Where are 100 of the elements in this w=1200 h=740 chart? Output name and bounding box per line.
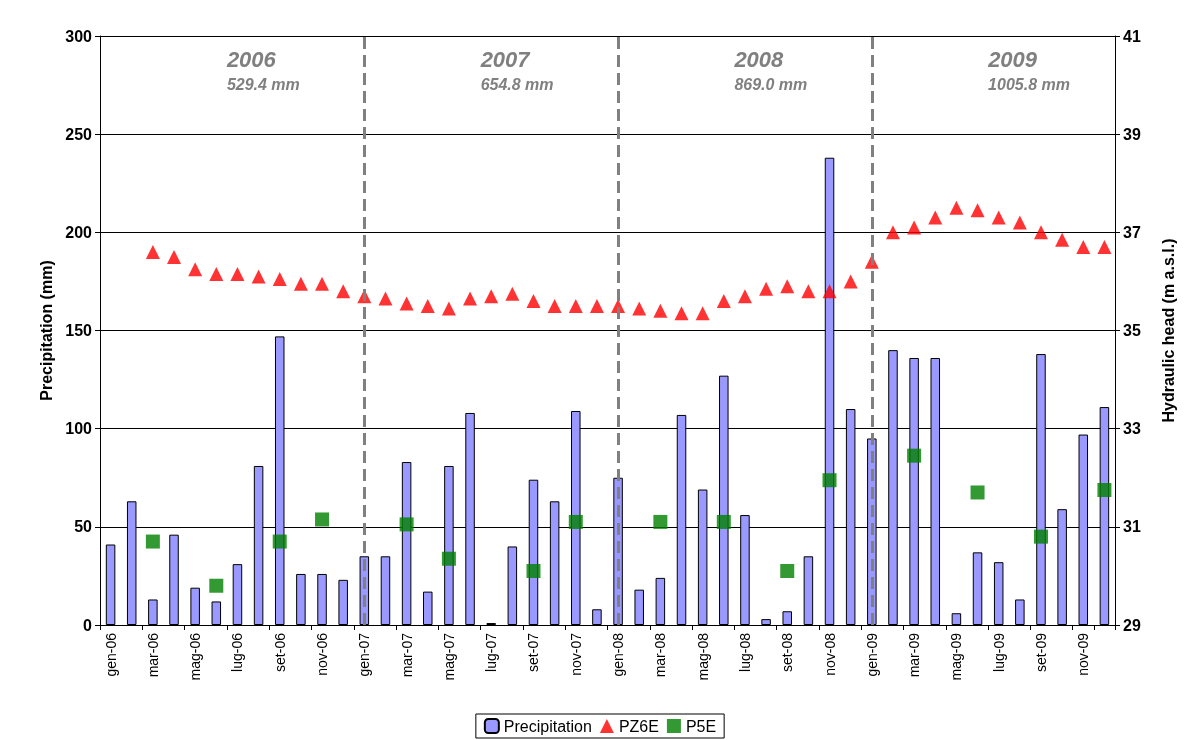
point [526,564,541,579]
y-tick-label: 200 [65,223,93,241]
legend-label: P5E [685,717,717,735]
y-tick-label: 300 [65,27,93,45]
point [251,269,266,284]
point [336,284,351,299]
point [759,281,774,296]
y2-tick-label: 39 [1123,125,1141,143]
x-tick-label: mag-08 [694,632,711,681]
x-tick-label: lug-06 [229,632,246,672]
point [907,448,922,463]
bar [592,609,602,625]
annotation: 529.4 mm [226,75,300,93]
point [780,564,795,579]
bar [993,562,1004,625]
x-tick-label: lug-07 [483,632,500,672]
x-tick-label: gen-06 [102,632,119,677]
bar [634,589,644,625]
bar [782,611,792,625]
point [822,473,837,488]
point [505,286,520,301]
point [632,301,647,316]
point [822,284,837,299]
x-tick-label: nov-06 [314,632,331,676]
point [188,262,203,277]
point [378,291,393,306]
annotation: 654.8 mm [480,75,554,93]
y-tick-label: 150 [65,322,93,339]
annotation: 2008 [733,46,785,72]
x-tick-label: lug-09 [990,632,1007,672]
point [695,306,710,321]
x-tick-label: mar-06 [144,632,161,678]
point [209,578,224,593]
x-tick-label: gen-09 [863,632,880,677]
point [970,203,985,218]
bar [317,573,327,625]
point [484,289,499,304]
point [463,291,478,306]
point [589,298,604,313]
point [1097,240,1112,255]
point [1033,225,1048,240]
point [674,306,689,321]
legend-label: Precipitation [503,717,592,735]
x-tick-label: mar-09 [906,632,923,678]
x-tick-label: mar-07 [398,632,415,678]
point [568,514,583,529]
legend-label: PZ6E [618,717,659,735]
point [653,303,668,318]
point [780,279,795,294]
point [399,517,414,532]
x-tick-label: nov-07 [567,632,584,676]
bar [423,591,433,625]
point [907,220,922,235]
bar [190,587,200,625]
y2-tick-label: 29 [1123,616,1141,634]
bar [401,462,412,625]
annotation: 2006 [225,46,277,72]
bar [105,544,116,625]
annotation: 869.0 mm [734,75,808,93]
point [1097,483,1112,498]
point [801,284,816,299]
annotation: 2007 [479,46,532,72]
point [1076,240,1091,255]
point [568,298,583,313]
bar [380,556,391,625]
bar [232,564,243,625]
bar [211,601,222,625]
point [272,271,287,286]
x-tick-label: mag-07 [440,632,457,681]
point [970,485,985,500]
y2-tick-label: 33 [1123,420,1141,438]
x-tick-label: set-09 [1032,632,1049,672]
x-tick-label: mag-09 [948,632,965,681]
y2-tick-label: 31 [1123,518,1141,536]
x-tick-label: gen-07 [356,632,373,677]
y-tick-label: 50 [74,518,93,536]
point [145,534,160,549]
bar [148,599,158,625]
point [441,551,456,566]
annotation: 2009 [987,46,1038,72]
point [716,294,731,309]
point [1033,529,1048,544]
y-tick-label: 0 [83,616,93,634]
point [526,294,541,309]
y-axis-title: Precipitation (mm) [37,260,55,401]
y-tick-label: 250 [65,125,93,143]
annotation: 1005.8 mm [988,75,1070,93]
point [315,276,330,291]
y2-axis-title: Hydraulic head (m a.s.l.) [1159,238,1177,423]
point [1012,215,1027,230]
bar [803,556,814,625]
point [949,200,964,215]
x-tick-label: nov-08 [821,632,838,676]
point [145,244,160,259]
x-tick-label: lug-08 [736,632,753,672]
x-tick-label: set-07 [525,632,542,672]
bar [296,573,306,625]
point [272,534,287,549]
point [315,512,330,527]
bar [655,577,666,625]
